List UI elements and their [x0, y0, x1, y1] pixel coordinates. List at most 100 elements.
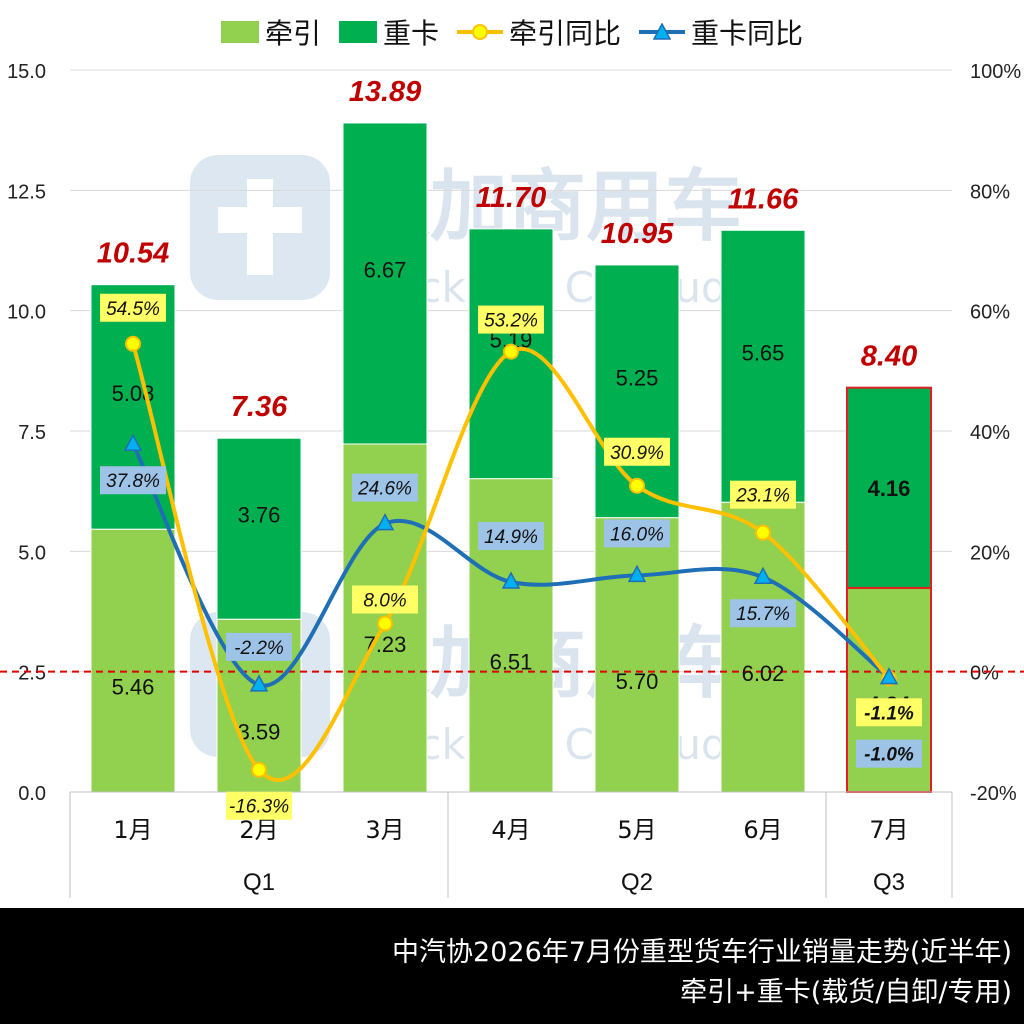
footer-title: 中汽协2026年7月份重型货车行业销量走势(近半年) — [392, 937, 1012, 968]
category-label: 4月 — [491, 816, 530, 844]
right-tick-label: 100% — [970, 61, 1021, 83]
legend: 牵引 重卡 牵引同比 重卡同比 — [0, 10, 1024, 54]
footer-caption: 中汽协2026年7月份重型货车行业销量走势(近半年) 牵引+重卡(载货/自卸/专… — [0, 908, 1024, 1024]
value-label-truck: 3.76 — [238, 503, 281, 528]
legend-label-truck: 重卡 — [382, 17, 439, 50]
right-tick-label: 60% — [970, 302, 1010, 324]
label-truck-yoy: 14.9% — [484, 527, 538, 548]
value-label-traction: 6.02 — [742, 661, 785, 686]
left-tick-label: 7.5 — [18, 422, 46, 444]
label-truck-yoy-box — [856, 739, 922, 768]
value-label-traction: 5.70 — [616, 669, 659, 694]
total-label: 11.70 — [476, 182, 546, 214]
right-tick-label: 20% — [970, 542, 1010, 564]
label-traction-yoy-box — [226, 791, 292, 820]
label-truck-yoy-box — [100, 466, 166, 495]
left-tick-label: 0.0 — [18, 783, 46, 805]
label-truck-yoy: 37.8% — [106, 471, 160, 492]
bar-truck — [846, 386, 932, 589]
legend-item-truck-yoy: 重卡同比 — [639, 12, 803, 52]
value-label-truck: 6.67 — [364, 257, 407, 282]
label-traction-yoy-box — [856, 698, 922, 727]
label-truck-yoy-box — [478, 522, 544, 551]
left-tick-label: 10.0 — [7, 302, 46, 324]
point-traction-yoy — [377, 615, 393, 632]
legend-swatch-truck-yoy — [639, 21, 686, 43]
category-label: 2月 — [239, 816, 278, 844]
point-traction-yoy — [755, 524, 771, 541]
label-traction-yoy-box — [352, 585, 418, 614]
value-label-truck: 5.25 — [616, 365, 659, 390]
left-tick-label: 2.5 — [18, 663, 46, 685]
point-truck-yoy — [753, 566, 773, 584]
legend-swatch-truck — [338, 21, 377, 43]
watermark-logo-bar — [218, 207, 302, 233]
line-traction-yoy — [131, 343, 891, 782]
category-label: 5月 — [617, 816, 656, 844]
label-truck-yoy: 15.7% — [736, 604, 790, 625]
category-label: 1月 — [113, 816, 152, 844]
point-truck-yoy — [375, 513, 395, 531]
label-truck-yoy: -2.2% — [234, 638, 284, 659]
bar-truck — [342, 122, 428, 445]
value-label-traction: 5.46 — [112, 675, 155, 700]
value-label-truck: 5.65 — [742, 340, 785, 365]
total-label: 10.54 — [97, 238, 170, 270]
label-traction-yoy: -1.1% — [864, 703, 914, 724]
legend-item-truck: 重卡 — [338, 12, 439, 52]
bar-traction — [720, 501, 806, 793]
legend-item-traction: 牵引 — [220, 12, 321, 52]
right-tick-label: 40% — [970, 422, 1010, 444]
label-traction-yoy-box — [100, 293, 166, 322]
label-traction-yoy: 8.0% — [363, 591, 406, 612]
watermark-logo-bar — [247, 179, 273, 275]
legend-label-traction-yoy: 牵引同比 — [509, 17, 622, 50]
right-tick-label: -20% — [970, 783, 1017, 805]
label-traction-yoy-box — [604, 437, 670, 466]
total-label: 10.95 — [601, 218, 674, 250]
bar-traction — [90, 528, 176, 793]
label-truck-yoy: 16.0% — [610, 524, 664, 545]
category-label: 3月 — [365, 816, 404, 844]
total-label: 7.36 — [231, 391, 288, 423]
bar-truck — [594, 264, 680, 519]
label-truck-yoy-box — [226, 632, 292, 661]
bar-truck — [216, 437, 302, 620]
value-label-traction: 3.59 — [238, 720, 281, 745]
label-truck-yoy: -1.0% — [864, 745, 914, 766]
label-traction-yoy: 30.9% — [610, 443, 664, 464]
group-label: Q2 — [621, 869, 653, 896]
group-label: Q3 — [873, 869, 905, 896]
legend-label-traction: 牵引 — [264, 17, 321, 50]
total-label: 11.66 — [728, 183, 799, 215]
point-traction-yoy — [503, 343, 519, 360]
point-truck-yoy — [123, 433, 143, 451]
group-label: Q1 — [243, 869, 275, 896]
label-truck-yoy: 24.6% — [357, 479, 412, 500]
label-traction-yoy: 53.2% — [484, 311, 538, 332]
point-traction-yoy — [125, 335, 141, 352]
legend-label-truck-yoy: 重卡同比 — [691, 17, 804, 50]
point-traction-yoy — [251, 761, 267, 778]
legend-item-traction-yoy: 牵引同比 — [457, 12, 621, 52]
value-label-traction: 6.51 — [490, 649, 533, 674]
footer-subtitle: 牵引+重卡(载货/自卸/专用) — [680, 977, 1012, 1008]
right-tick-label: 80% — [970, 181, 1010, 203]
bar-traction — [594, 517, 680, 793]
category-label: 7月 — [869, 816, 908, 844]
point-truck-yoy — [627, 564, 647, 583]
label-traction-yoy: 54.5% — [106, 299, 160, 320]
label-truck-yoy-box — [730, 599, 796, 628]
category-label: 6月 — [743, 816, 782, 844]
left-tick-label: 5.0 — [18, 542, 46, 564]
legend-swatch-traction-yoy — [457, 21, 503, 43]
label-truck-yoy-box — [352, 473, 418, 502]
chart-area: 牵引 重卡 牵引同比 重卡同比 提加商用车 TruckPlus CV studio… — [0, 10, 1024, 898]
point-truck-yoy — [879, 667, 899, 685]
label-traction-yoy-box — [730, 480, 796, 509]
point-truck-yoy — [249, 674, 269, 692]
left-tick-label: 12.5 — [7, 181, 46, 203]
label-traction-yoy: 23.1% — [735, 486, 790, 507]
total-label: 13.89 — [349, 76, 422, 108]
